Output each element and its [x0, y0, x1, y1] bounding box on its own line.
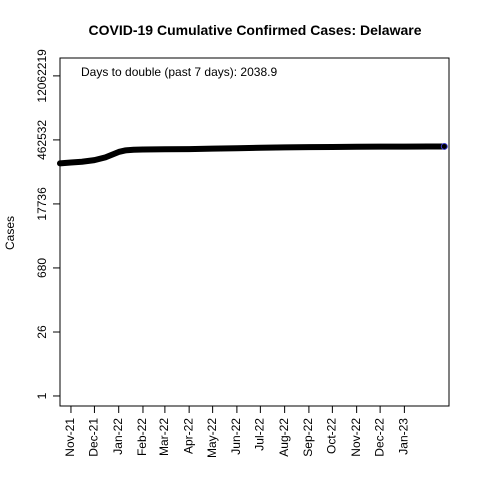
y-tick-label: 680: [35, 258, 49, 278]
x-tick-label: Feb-22: [135, 418, 149, 456]
x-tick-label: Mar-22: [157, 418, 171, 456]
x-axis: Nov-21 Dec-21 Jan-22 Feb-22 Mar-22 Apr-22 May-…: [63, 406, 411, 458]
x-tick-label: Jan-23: [397, 418, 411, 455]
x-tick-label: Dec-21: [87, 418, 101, 457]
series-endpoint: [440, 142, 448, 150]
x-tick-label: Jan-22: [111, 418, 125, 455]
x-tick-label: Aug-22: [277, 418, 291, 457]
y-tick-label: 17736: [35, 187, 49, 221]
x-tick-label: Dec-22: [372, 418, 386, 457]
series-line: [57, 143, 448, 167]
y-tick-label: 12062219: [35, 49, 49, 103]
x-tick-label: Jul-22: [253, 418, 267, 451]
series-layer: [57, 142, 448, 167]
x-tick-label: Jun-22: [229, 418, 243, 455]
x-tick-label: May-22: [205, 418, 219, 458]
x-tick-label: Oct-22: [325, 418, 339, 454]
chart-title: COVID-19 Cumulative Confirmed Cases: Del…: [89, 22, 422, 38]
y-tick-label: 26: [35, 325, 49, 339]
x-tick-label: Sep-22: [301, 418, 315, 457]
y-axis-label: Cases: [3, 216, 17, 250]
y-tick-label: 462532: [35, 120, 49, 160]
plot-frame: [59, 57, 450, 407]
x-tick-label: Nov-22: [349, 418, 363, 457]
x-tick-label: Apr-22: [181, 418, 195, 454]
doubling-annotation: Days to double (past 7 days): 2038.9: [81, 65, 277, 79]
y-axis: 1 26 680 17736 462532 12062219: [35, 49, 60, 399]
x-tick-label: Nov-21: [63, 418, 77, 457]
y-tick-label: 1: [35, 392, 49, 399]
